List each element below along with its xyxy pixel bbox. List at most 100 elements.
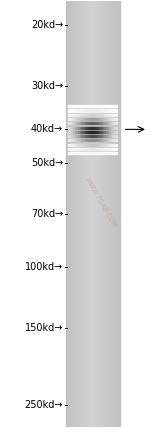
Bar [81, 114, 83, 116]
Bar [70, 114, 72, 116]
Bar [75, 122, 76, 125]
Bar [99, 114, 101, 116]
Bar [75, 135, 76, 137]
Bar [114, 1, 115, 427]
Bar [73, 122, 75, 125]
Bar [76, 152, 78, 154]
Bar [80, 1, 81, 427]
Bar [70, 148, 72, 150]
Bar [108, 127, 109, 129]
Bar [98, 140, 99, 142]
Bar [93, 114, 94, 116]
Bar [112, 140, 114, 142]
Bar [90, 140, 91, 142]
Bar [72, 1, 73, 427]
Bar [104, 1, 105, 427]
Bar [94, 110, 96, 112]
Bar [88, 131, 90, 133]
Bar [96, 1, 97, 427]
Bar [68, 1, 69, 427]
Bar [112, 110, 114, 112]
Bar [109, 140, 111, 142]
Bar [72, 135, 73, 137]
Bar [75, 105, 76, 107]
Bar [103, 1, 104, 427]
Bar [94, 114, 96, 116]
Bar [111, 140, 112, 142]
Bar [108, 148, 109, 150]
Bar [101, 135, 103, 137]
Bar [111, 148, 112, 150]
Bar [106, 105, 108, 107]
Bar [94, 127, 96, 129]
Bar [98, 148, 99, 150]
Bar [91, 152, 93, 154]
Bar [86, 140, 88, 142]
Bar [109, 152, 111, 154]
Bar [116, 148, 117, 150]
Bar [75, 144, 76, 146]
Bar [88, 135, 90, 137]
Bar [104, 152, 106, 154]
Bar [114, 105, 116, 107]
Bar [72, 152, 73, 154]
Bar [98, 110, 99, 112]
Bar [76, 110, 78, 112]
Bar [76, 1, 77, 427]
Bar [96, 122, 98, 125]
Bar [93, 118, 94, 120]
Bar [68, 140, 70, 142]
Bar [73, 114, 75, 116]
Bar [88, 152, 90, 154]
Bar [90, 105, 91, 107]
Bar [93, 122, 94, 125]
Bar [109, 131, 111, 133]
Bar [70, 144, 72, 146]
Bar [101, 122, 103, 125]
Bar [76, 122, 78, 125]
Bar [73, 140, 75, 142]
Bar [68, 152, 70, 154]
Bar [90, 114, 91, 116]
Bar [93, 148, 94, 150]
Bar [93, 135, 94, 137]
Bar [81, 110, 83, 112]
Bar [73, 144, 75, 146]
Bar [108, 118, 109, 120]
Bar [109, 118, 111, 120]
Bar [96, 131, 98, 133]
Bar [78, 118, 80, 120]
Bar [85, 152, 86, 154]
Bar [98, 152, 99, 154]
Bar [83, 1, 84, 427]
Bar [75, 152, 76, 154]
Bar [99, 1, 100, 427]
Bar [103, 148, 104, 150]
Bar [116, 118, 117, 120]
Bar [108, 140, 109, 142]
Bar [114, 140, 116, 142]
Bar [116, 144, 117, 146]
Bar [97, 1, 98, 427]
Bar [118, 1, 119, 427]
Bar [96, 127, 98, 129]
Bar [106, 144, 108, 146]
Bar [116, 135, 117, 137]
Bar [111, 127, 112, 129]
Bar [88, 110, 90, 112]
Bar [72, 140, 73, 142]
Bar [108, 131, 109, 133]
Bar [78, 135, 80, 137]
Bar [81, 122, 83, 125]
Bar [90, 148, 91, 150]
Bar [70, 140, 72, 142]
Bar [109, 148, 111, 150]
Bar [68, 105, 70, 107]
Bar [101, 105, 103, 107]
Bar [83, 127, 85, 129]
Bar [90, 122, 91, 125]
Bar [80, 110, 81, 112]
Bar [68, 118, 70, 120]
Bar [119, 1, 120, 427]
Bar [99, 127, 101, 129]
